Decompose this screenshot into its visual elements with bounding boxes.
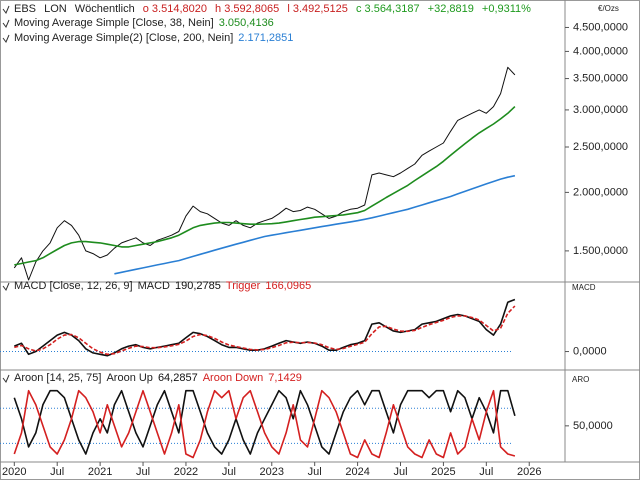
y-tick-label: 3.000,0000 bbox=[573, 104, 628, 116]
x-tick-label: Jul bbox=[222, 466, 236, 478]
legend-name: Moving Average Simple(2) [Close, 200, Ne… bbox=[14, 32, 234, 44]
legend-value: 166,0965 bbox=[265, 280, 312, 292]
x-tick-label: 2021 bbox=[88, 466, 112, 478]
x-tick-label: Jul bbox=[479, 466, 493, 478]
high: h 3.592,8065 bbox=[215, 3, 280, 15]
series-line bbox=[13, 389, 516, 455]
legend-value: 3.050,4136 bbox=[218, 17, 274, 29]
y-tick-label: 2.500,0000 bbox=[573, 141, 628, 153]
change-pct: +0,9311% bbox=[481, 3, 531, 15]
x-tick-label: Jul bbox=[393, 466, 407, 478]
low: l 3.492,5125 bbox=[287, 3, 348, 15]
x-tick-label: 2024 bbox=[345, 466, 369, 478]
exchange: LON bbox=[44, 3, 67, 15]
series-line bbox=[114, 174, 516, 275]
legend-name: Moving Average Simple [Close, 38, Nein] bbox=[14, 17, 214, 29]
aroon-legend: Aroon [14, 25, 75] Aroon Up 64,2857 Aroon D… bbox=[14, 372, 307, 384]
y-tick-label: 2.000,0000 bbox=[573, 186, 628, 198]
legend-value: 7,1429 bbox=[268, 372, 302, 384]
axis-label: ARO bbox=[572, 375, 589, 384]
panel-title: Aroon [14, 25, 75] bbox=[14, 372, 102, 384]
legend-name: MACD bbox=[137, 280, 170, 292]
price-header: EBS LON Wöchentlich o 3.514,8020 h 3.592… bbox=[14, 3, 536, 15]
change: +32,8819 bbox=[427, 3, 474, 15]
series-line bbox=[14, 106, 516, 266]
series-line bbox=[13, 66, 516, 281]
y-tick-label: 1.500,0000 bbox=[573, 245, 628, 257]
axis-label: €/Ozs bbox=[598, 4, 619, 13]
x-tick-label: Jul bbox=[50, 466, 64, 478]
symbol: EBS bbox=[14, 3, 37, 15]
interval: Wöchentlich bbox=[74, 3, 135, 15]
legend-name: Trigger bbox=[225, 280, 261, 292]
x-tick-label: Jul bbox=[308, 466, 322, 478]
panel-title: MACD [Close, 12, 26, 9] bbox=[14, 280, 133, 292]
x-tick-label: 2025 bbox=[431, 466, 455, 478]
axis-label: MACD bbox=[572, 283, 596, 292]
indicator-icon bbox=[2, 5, 10, 383]
y-tick-label: 0,0000 bbox=[573, 345, 607, 357]
x-tick-label: 2026 bbox=[517, 466, 541, 478]
legend-entry: Moving Average Simple(2) [Close, 200, Ne… bbox=[14, 32, 298, 44]
series-line bbox=[14, 298, 516, 357]
legend-entry: Moving Average Simple [Close, 38, Nein] 3… bbox=[14, 17, 279, 29]
x-tick-label: 2022 bbox=[174, 466, 198, 478]
legend-value: 64,2857 bbox=[157, 372, 198, 384]
x-tick-label: 2023 bbox=[260, 466, 284, 478]
legend-name: Aroon Up bbox=[106, 372, 153, 384]
y-tick-label: 3.500,0000 bbox=[573, 72, 628, 84]
macd-legend: MACD [Close, 12, 26, 9] MACD 190,2785 Trigg… bbox=[14, 280, 316, 292]
legend-value: 2.171,2851 bbox=[238, 32, 294, 44]
close: c 3.564,3187 bbox=[355, 3, 420, 15]
open: o 3.514,8020 bbox=[142, 3, 207, 15]
y-tick-label: 4.500,0000 bbox=[573, 21, 628, 33]
legend-value: 190,2785 bbox=[175, 280, 221, 292]
y-tick-label: 50,0000 bbox=[573, 420, 613, 432]
legend-name: Aroon Down bbox=[202, 372, 264, 384]
x-tick-label: Jul bbox=[136, 466, 150, 478]
series-line bbox=[14, 305, 516, 356]
y-tick-label: 4.000,0000 bbox=[573, 45, 628, 57]
x-tick-label: 2020 bbox=[2, 466, 26, 478]
series-line bbox=[13, 389, 516, 459]
